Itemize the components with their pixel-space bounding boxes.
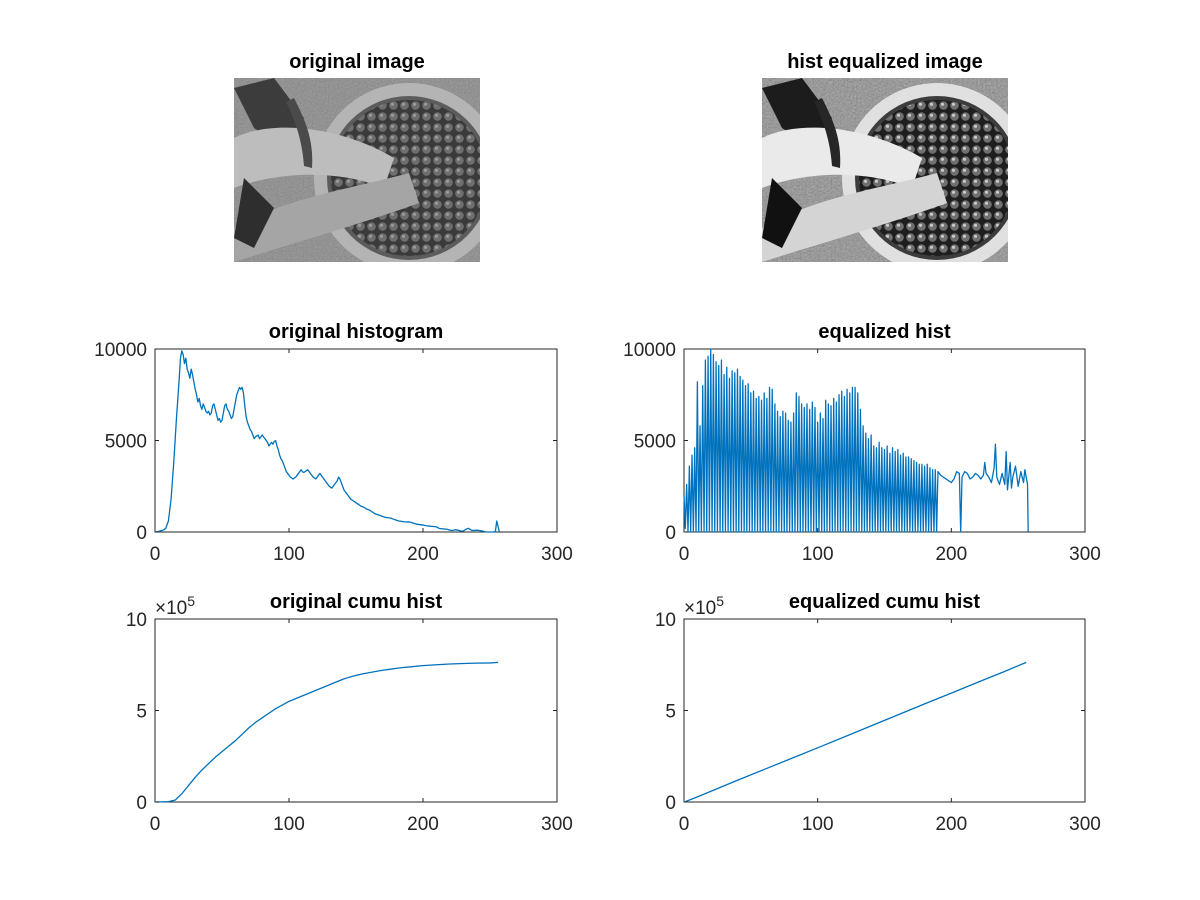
x-tick-label: 200: [935, 544, 967, 565]
series-line: [685, 661, 1027, 803]
y-tick-label: 5000: [634, 432, 676, 453]
x-tick-label: 100: [802, 814, 834, 835]
series-line: [154, 350, 501, 533]
plot-area: [154, 348, 558, 533]
x-tick-label: 200: [935, 814, 967, 835]
x-tick-label: 300: [541, 544, 573, 565]
y-tick-label: 10: [655, 610, 676, 631]
axes-original-histogram: 0 100 200 300 0 5000 10000 original histogram: [94, 321, 573, 565]
image-title: original image: [289, 51, 425, 73]
y-exponent-label: ×105: [155, 593, 195, 619]
x-tick-label: 100: [802, 544, 834, 565]
x-tick-label: 200: [407, 814, 439, 835]
y-tick-label: 0: [136, 523, 147, 544]
plot-area: [683, 618, 1086, 803]
y-exponent-label: ×105: [684, 593, 724, 619]
y-tick-label: 10000: [94, 340, 147, 361]
x-tick-label: 300: [1069, 814, 1101, 835]
axes-equalized-hist: 0 100 200 300 0 5000 10000 equalized hist: [623, 321, 1101, 565]
image-title: hist equalized image: [787, 51, 983, 73]
y-tick-label: 5000: [105, 432, 147, 453]
y-tick-label: 10: [126, 610, 147, 631]
chart-title: equalized hist: [818, 321, 951, 343]
chart-title: equalized cumu hist: [789, 591, 980, 613]
y-tick-label: 0: [665, 793, 676, 814]
y-tick-label: 0: [665, 523, 676, 544]
x-tick-label: 200: [407, 544, 439, 565]
photo-original: [234, 78, 480, 262]
axes-equalized-cumu-hist: 0 100 200 300 0 5 10 ×105 equalized cumu hist: [655, 591, 1101, 835]
x-tick-label: 0: [150, 544, 161, 565]
series-line: [683, 348, 1029, 533]
image-panel-equalized: hist equalized image: [762, 51, 1008, 262]
photo-equalized: [762, 78, 1008, 262]
x-tick-label: 300: [541, 814, 573, 835]
x-tick-label: 100: [273, 814, 305, 835]
y-tick-label: 0: [136, 793, 147, 814]
chart-title: original cumu hist: [270, 591, 443, 613]
series-line: [156, 661, 499, 803]
x-tick-label: 0: [679, 544, 690, 565]
y-tick-label: 5: [136, 702, 147, 723]
axes-original-cumu-hist: 0 100 200 300 0 5 10 ×105 original cumu hist: [126, 591, 573, 835]
image-panel-original: original image: [234, 51, 480, 262]
x-tick-label: 100: [273, 544, 305, 565]
x-tick-label: 300: [1069, 544, 1101, 565]
x-tick-label: 0: [679, 814, 690, 835]
y-tick-label: 5: [665, 702, 676, 723]
plot-area: [154, 618, 558, 803]
x-tick-label: 0: [150, 814, 161, 835]
chart-title: original histogram: [269, 321, 443, 343]
y-tick-label: 10000: [623, 340, 676, 361]
